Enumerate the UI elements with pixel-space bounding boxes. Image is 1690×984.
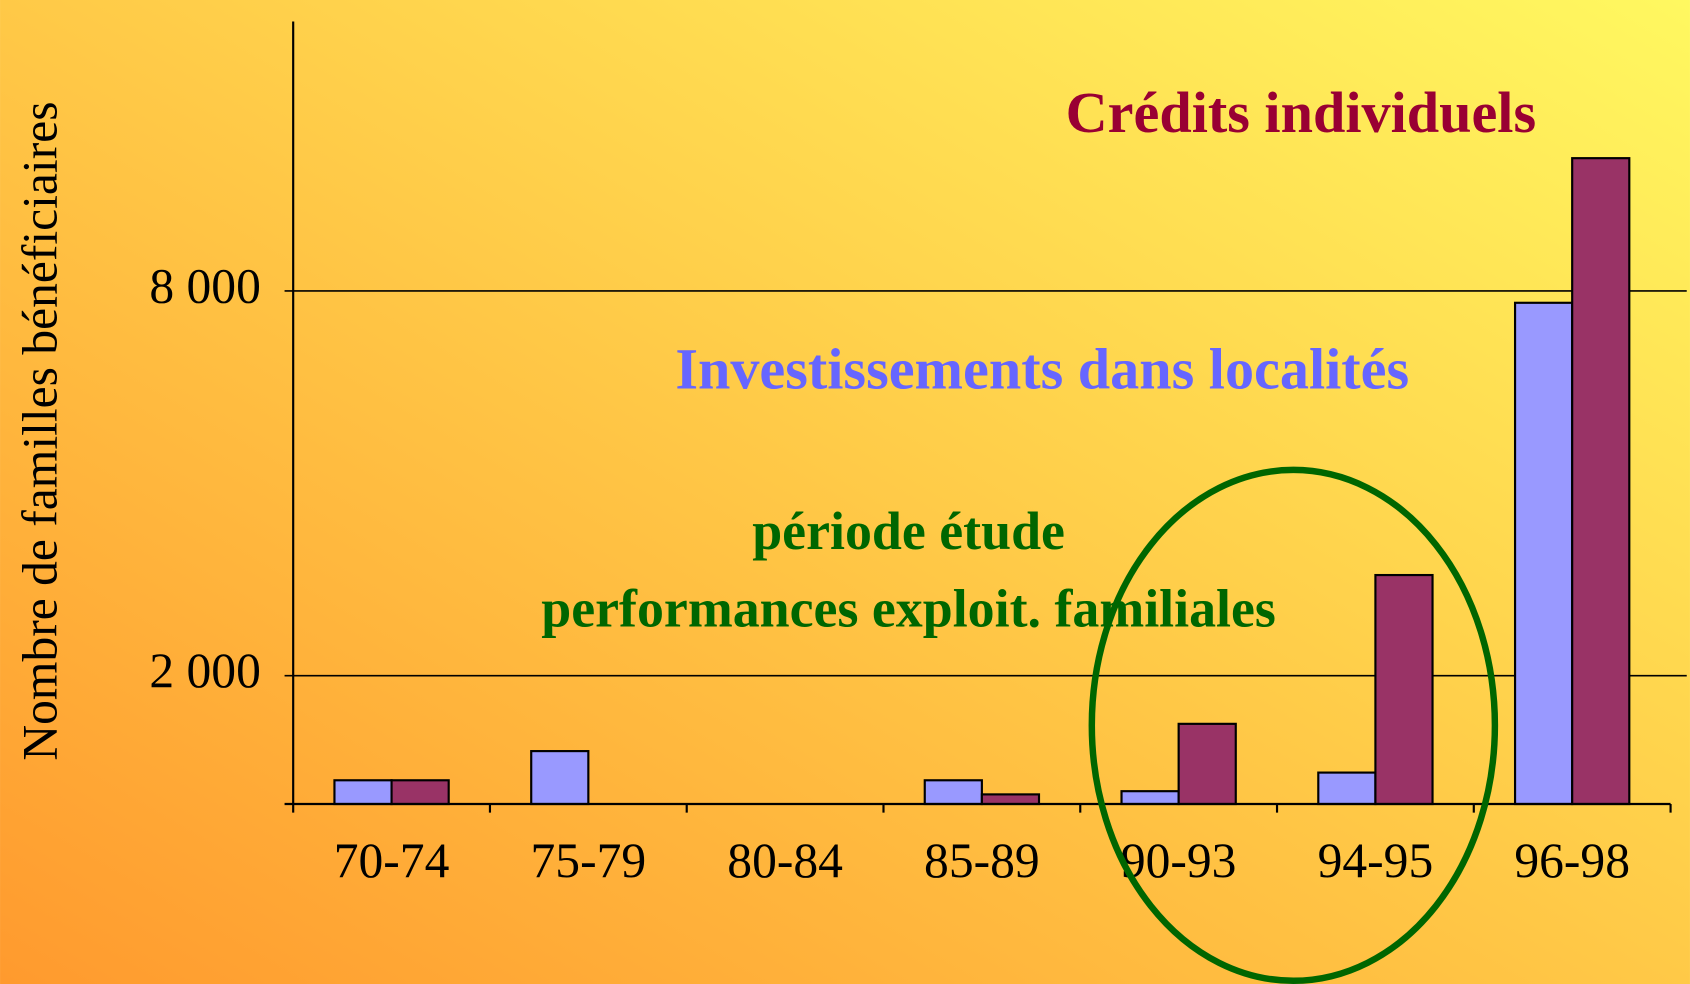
y-axis-label: Nombre de familles bénéficiaires	[13, 102, 68, 761]
bar	[1374, 573, 1434, 806]
bar	[390, 779, 450, 806]
bar	[923, 779, 983, 806]
y-tick-label: 8 000	[149, 258, 261, 313]
x-tick-label: 80-84	[727, 833, 843, 888]
x-tick-label: 94-95	[1318, 833, 1434, 888]
highlight-ellipse	[1088, 466, 1499, 984]
x-tick-label: 96-98	[1514, 833, 1630, 888]
bar	[1120, 790, 1180, 806]
bar	[333, 779, 393, 806]
bar	[980, 793, 1041, 806]
legend-label: Crédits individuels	[1066, 80, 1536, 145]
annotation: performances exploit. familiales	[541, 579, 1276, 639]
x-tick-label: 70-74	[334, 833, 450, 888]
y-tick-label: 2 000	[149, 643, 261, 698]
bar	[1317, 771, 1377, 806]
bar	[530, 750, 590, 806]
bar	[1571, 157, 1631, 806]
x-tick-label: 75-79	[531, 833, 647, 888]
annotation: période étude	[752, 501, 1065, 561]
bar	[1177, 722, 1237, 806]
x-tick-label: 85-89	[924, 833, 1040, 888]
legend-label: Investissements dans localités	[675, 336, 1409, 401]
x-tick-label: 90-93	[1121, 833, 1237, 888]
bar	[1513, 301, 1574, 806]
